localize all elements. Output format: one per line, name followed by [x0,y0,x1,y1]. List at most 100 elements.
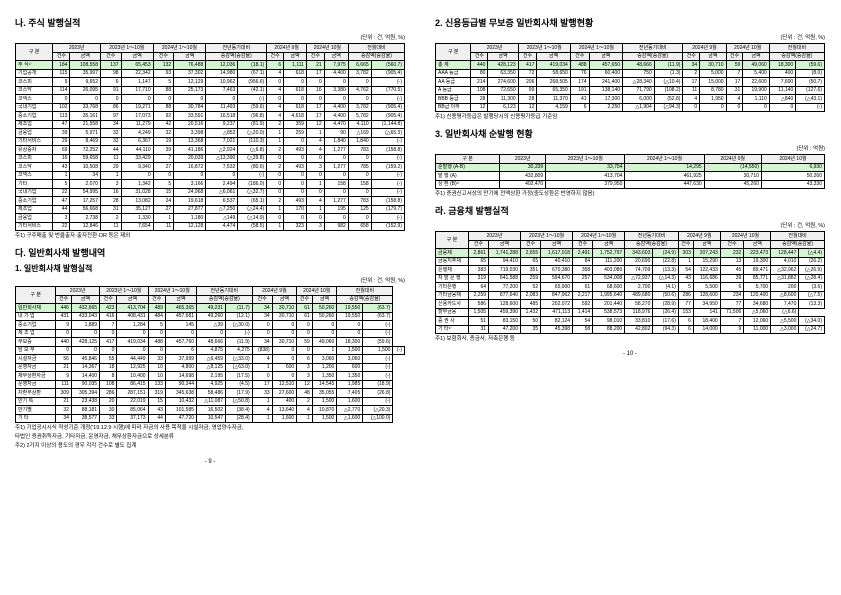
stock-table: 구 분2023년2023년 1～10월2024년 1～10월전년동기대비2024… [15,43,405,231]
cell: 88 [153,86,174,95]
row-label: 코스피 [16,78,53,87]
cell: (26.2) [799,257,825,266]
cell: 1,741,288 [489,249,521,258]
cell: 259 [284,129,307,138]
cell: 58 [573,325,593,334]
cell: (△26.9) [799,266,825,275]
cell: 2 [267,163,284,172]
cell: 408,431 [117,312,148,321]
cell: 38,577 [71,414,99,423]
row-label: 제조업 [16,205,53,214]
cell: 1,330 [121,214,153,223]
cell: 12,060 [744,317,771,326]
cell: 358 [573,266,593,275]
cell: 1,889 [71,321,99,330]
cell: 9,237 [206,120,238,129]
cell: (△63.0) [226,363,253,372]
cell: 122,433 [693,266,720,275]
cell: 55 [100,355,117,364]
cell: 1,110 [743,95,769,104]
cell: 0 [71,329,99,338]
cell: 446 [56,304,72,313]
cell: (△28.4) [799,274,825,283]
table-row: 금융업32,73821,33011,180△149(△14.9)00000(-) [16,214,405,223]
cell: 22 [53,222,70,231]
cell: 23,438 [71,397,99,406]
cell: 1,500 [312,414,337,423]
cell: (96.8) [238,112,267,121]
cell: 72 [518,69,537,78]
row-label: 기 타 [16,414,56,423]
cell: 0 [284,188,307,197]
cell: (△24.4) [238,205,267,214]
table-row: 기타서비스2212,846117,6541112,1284,474(58.5)1… [16,222,405,231]
cell: 2,655 [521,249,541,258]
table-row: 중소기업11335,1619717,0739233,59116,518(96.8… [16,112,405,121]
cell: (△50.8) [226,397,253,406]
table-row: 금융업395,971324,249323,398△852(△20.0)12591… [16,129,405,138]
sec-title: 3. 일반회사채 순발행 현황 [435,127,825,140]
cell: 1,147 [121,78,153,87]
cell: 13,640 [272,406,297,415]
cell: (△43.1) [796,95,825,104]
cell: 214 [471,78,488,87]
table-row: 국내기업10233,7688619,2718830,78411,493(59.6… [16,103,405,112]
cell: 91 [100,86,121,95]
cell: 54 [573,317,593,326]
cell: 65,453 [121,61,153,70]
cell: 98 [100,69,121,78]
cell: 41 [570,95,589,104]
cell: 74,709 [625,266,653,275]
cell: 101,585 [165,406,196,415]
cell: (158.8) [371,197,404,206]
cell: 11 [153,222,174,231]
cell: 49,060 [743,61,769,70]
cell: (△65.3) [371,129,404,138]
table-row: 기타금융채2,259877,6402,083847,9622,2171,995,… [436,291,825,300]
cell: (52.8) [654,95,683,104]
cell: 538,573 [593,308,625,317]
cell: 17 [306,69,324,78]
cell: 400 [769,69,795,78]
cell: 58,486 [197,389,226,398]
cell: 0 [174,171,206,180]
cell: 65,350 [537,86,570,95]
cell: 32 [153,129,174,138]
cell: △2,770 [337,406,363,415]
cell: 259 [521,274,541,283]
cell: 13,368 [174,137,206,146]
cell: 2,494 [206,180,238,189]
cell: (127.6) [796,86,825,95]
cell: 202,072 [541,300,573,309]
cell: 0 [153,95,174,104]
row-label: 코스피 [16,154,53,163]
cell: 28 [100,197,121,206]
cell: 0 [284,154,307,163]
cell: 5 [153,78,174,87]
cell: 2,738 [70,214,101,223]
cell: (63.7) [363,304,393,313]
cell: 0 [148,329,165,338]
cell: 3,398 [174,129,206,138]
cell: 31 [726,86,743,95]
cell: (28.4) [226,414,253,423]
net-issue-table: 구 분2023년2023년 1～10월2024년 1～10월2024년 9월20… [435,154,825,189]
cell: 125 [348,205,371,214]
table-row: 상 환 (B)¹⁾402,470379,950447,63045,26043,3… [436,180,825,189]
cell: (24.9) [653,249,678,258]
cell: 158 [348,180,371,189]
cell: 0 [56,346,72,355]
cell: 37,999 [165,355,196,364]
cell: 5 [148,321,165,330]
cell: 0 [267,188,284,197]
cell: (59.6) [796,61,825,70]
cell: 1 [267,205,284,214]
cell: 5,700 [744,283,771,292]
cell: 0 [272,321,297,330]
cell: 489,680 [625,291,653,300]
cell: (28.9) [653,300,678,309]
table-row: 금융지주채6594,4106540,41084111,20020,690(22.… [436,257,825,266]
cell: 4,400 [324,103,348,112]
cell: 90,344 [165,380,196,389]
cell: 12 [471,103,488,112]
